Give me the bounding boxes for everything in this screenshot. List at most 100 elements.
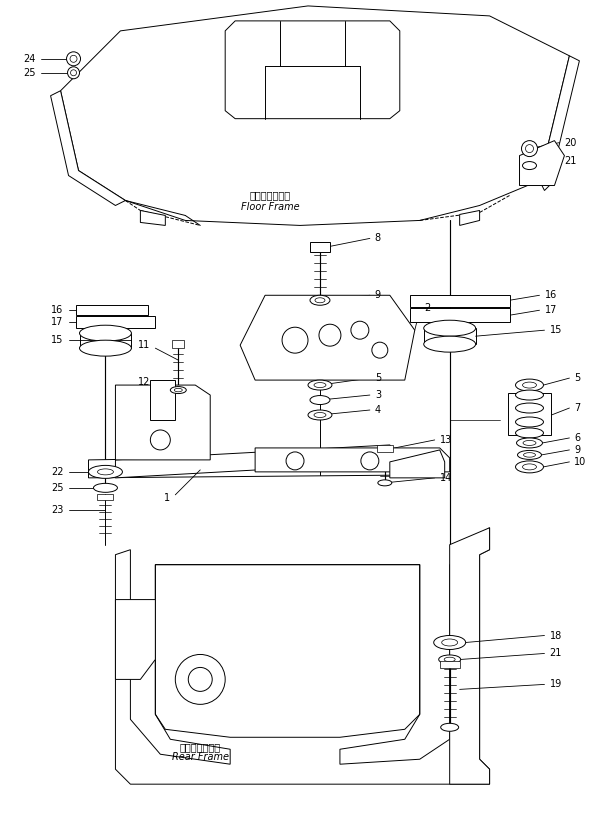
Ellipse shape — [439, 655, 461, 664]
Ellipse shape — [314, 382, 326, 387]
Ellipse shape — [79, 325, 131, 342]
Ellipse shape — [314, 412, 326, 417]
Circle shape — [71, 70, 76, 76]
Polygon shape — [115, 528, 490, 784]
Ellipse shape — [522, 382, 537, 388]
Ellipse shape — [97, 469, 113, 475]
Ellipse shape — [79, 340, 131, 357]
Text: 11: 11 — [138, 340, 150, 350]
Text: 21: 21 — [564, 156, 577, 166]
Ellipse shape — [174, 388, 182, 392]
Ellipse shape — [522, 162, 537, 170]
Circle shape — [68, 67, 79, 79]
Ellipse shape — [516, 428, 543, 438]
Ellipse shape — [517, 451, 541, 460]
Text: 13: 13 — [440, 435, 452, 445]
Polygon shape — [89, 455, 430, 478]
Text: 25: 25 — [51, 483, 63, 493]
Ellipse shape — [310, 396, 330, 405]
Polygon shape — [410, 295, 509, 307]
Polygon shape — [508, 393, 551, 435]
Ellipse shape — [89, 466, 123, 478]
Ellipse shape — [442, 639, 458, 646]
Polygon shape — [150, 380, 176, 420]
Ellipse shape — [524, 452, 535, 457]
Ellipse shape — [516, 379, 543, 391]
Circle shape — [319, 324, 341, 347]
Text: 10: 10 — [574, 456, 586, 467]
Text: 20: 20 — [564, 137, 577, 147]
Text: 6: 6 — [574, 433, 580, 443]
Polygon shape — [255, 448, 450, 471]
Ellipse shape — [308, 380, 332, 390]
Text: 3: 3 — [375, 390, 381, 400]
Text: Floor Frame: Floor Frame — [241, 202, 299, 212]
Text: 15: 15 — [549, 325, 562, 335]
Text: 17: 17 — [545, 305, 557, 315]
Ellipse shape — [424, 320, 476, 337]
Text: 5: 5 — [375, 373, 381, 383]
Text: 22: 22 — [51, 466, 63, 476]
Circle shape — [282, 327, 308, 353]
Text: 4: 4 — [375, 405, 381, 415]
Ellipse shape — [315, 297, 325, 302]
Text: フロアフレーム: フロアフレーム — [249, 191, 291, 201]
Polygon shape — [76, 305, 148, 315]
Polygon shape — [377, 445, 393, 452]
Text: 7: 7 — [574, 403, 581, 413]
Polygon shape — [310, 242, 330, 252]
Ellipse shape — [444, 657, 455, 661]
Ellipse shape — [516, 390, 543, 400]
Ellipse shape — [378, 480, 392, 486]
Polygon shape — [390, 450, 445, 478]
Text: 5: 5 — [574, 373, 581, 383]
Circle shape — [522, 141, 538, 157]
Polygon shape — [115, 600, 155, 680]
Text: Rear Frame: Rear Frame — [172, 752, 229, 762]
Text: 21: 21 — [549, 648, 562, 658]
Polygon shape — [76, 317, 155, 328]
Circle shape — [67, 52, 81, 66]
Polygon shape — [540, 56, 580, 191]
Ellipse shape — [94, 483, 118, 492]
Ellipse shape — [310, 295, 330, 305]
Text: 8: 8 — [375, 233, 381, 243]
Ellipse shape — [440, 723, 459, 731]
Polygon shape — [60, 6, 569, 226]
Ellipse shape — [434, 636, 466, 650]
Text: 24: 24 — [23, 54, 36, 64]
Polygon shape — [519, 141, 564, 186]
Text: 14: 14 — [440, 473, 452, 483]
Polygon shape — [410, 308, 509, 322]
Polygon shape — [240, 295, 415, 380]
Text: 9: 9 — [375, 290, 381, 300]
Text: 16: 16 — [545, 290, 557, 300]
Circle shape — [525, 145, 533, 152]
Polygon shape — [115, 385, 210, 460]
Polygon shape — [460, 211, 480, 226]
Ellipse shape — [516, 403, 543, 413]
Polygon shape — [440, 661, 460, 668]
Text: 1: 1 — [164, 493, 170, 503]
Circle shape — [361, 452, 379, 470]
Text: 17: 17 — [51, 317, 63, 327]
Ellipse shape — [516, 461, 543, 473]
Circle shape — [176, 655, 225, 705]
Circle shape — [150, 430, 170, 450]
Text: 23: 23 — [51, 505, 63, 515]
Text: 15: 15 — [51, 335, 63, 345]
Circle shape — [351, 322, 369, 339]
Ellipse shape — [523, 441, 536, 446]
Polygon shape — [97, 494, 113, 500]
Ellipse shape — [424, 337, 476, 352]
Ellipse shape — [170, 387, 186, 393]
Ellipse shape — [308, 410, 332, 420]
Text: 18: 18 — [549, 631, 562, 641]
Circle shape — [188, 667, 213, 691]
Text: 12: 12 — [138, 377, 150, 387]
Text: 19: 19 — [549, 680, 562, 690]
Text: 16: 16 — [51, 305, 63, 315]
Text: リヤーフレーム: リヤーフレーム — [180, 742, 221, 752]
Polygon shape — [140, 211, 165, 226]
Polygon shape — [172, 340, 184, 348]
